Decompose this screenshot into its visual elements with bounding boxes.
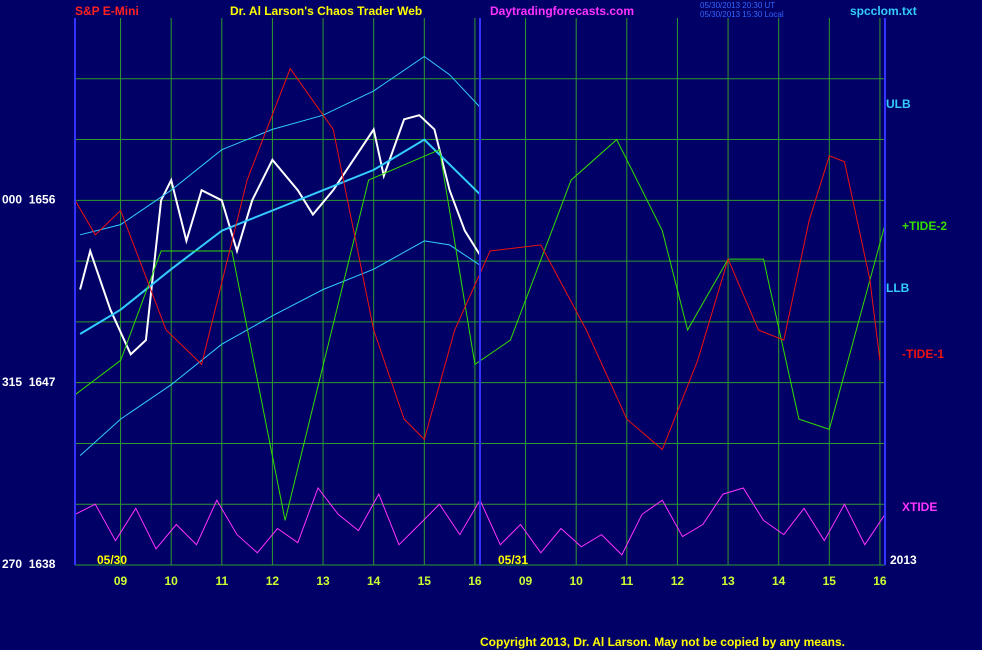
x-tick-label: 09 (114, 574, 128, 588)
instrument: S&P E-Mini (75, 4, 139, 18)
date-label: 05/31 (498, 553, 528, 567)
x-tick-label: 15 (418, 574, 432, 588)
x-tick-label: 16 (873, 574, 887, 588)
timestamp-local: 05/30/2013 15:30 Local (700, 10, 784, 19)
series-line (74, 67, 881, 451)
year-label: 2013 (890, 553, 917, 567)
series-lines (74, 55, 886, 556)
y-tick-label: 270 1638 (2, 557, 56, 571)
x-tick-label: 11 (620, 574, 633, 588)
x-tick-label: 10 (570, 574, 584, 588)
x-tick-label: 14 (772, 574, 786, 588)
series-label: ULB (886, 97, 911, 111)
x-tick-label: 09 (519, 574, 533, 588)
y-tick-label: 000 1656 (2, 193, 56, 207)
series-line (79, 240, 481, 456)
x-tick-label: 10 (165, 574, 179, 588)
website: Daytradingforecasts.com (490, 4, 634, 18)
price-line (79, 138, 481, 335)
x-tick-label: 16 (468, 574, 482, 588)
chart-title: Dr. Al Larson's Chaos Trader Web (230, 4, 422, 18)
x-tick-label: 13 (316, 574, 330, 588)
x-tick-label: 15 (823, 574, 837, 588)
series-line (79, 55, 481, 236)
x-tick-label: 13 (721, 574, 735, 588)
timestamp-ut: 05/30/2013 20:30 UT (700, 1, 775, 10)
series-line (74, 138, 886, 521)
filename: spcclom.txt (850, 4, 917, 18)
price-line (79, 114, 481, 356)
x-tick-label: 12 (671, 574, 685, 588)
date-label: 05/30 (97, 553, 127, 567)
x-tick-label: 12 (266, 574, 280, 588)
y-tick-label: 315 1647 (2, 375, 56, 389)
series-label: +TIDE-2 (902, 219, 947, 233)
x-tick-label: 14 (367, 574, 381, 588)
copyright: Copyright 2013, Dr. Al Larson. May not b… (480, 635, 845, 649)
series-label: LLB (886, 281, 910, 295)
x-tick-label: 11 (215, 574, 228, 588)
series-label: -TIDE-1 (902, 347, 944, 361)
series-label: XTIDE (902, 500, 937, 514)
